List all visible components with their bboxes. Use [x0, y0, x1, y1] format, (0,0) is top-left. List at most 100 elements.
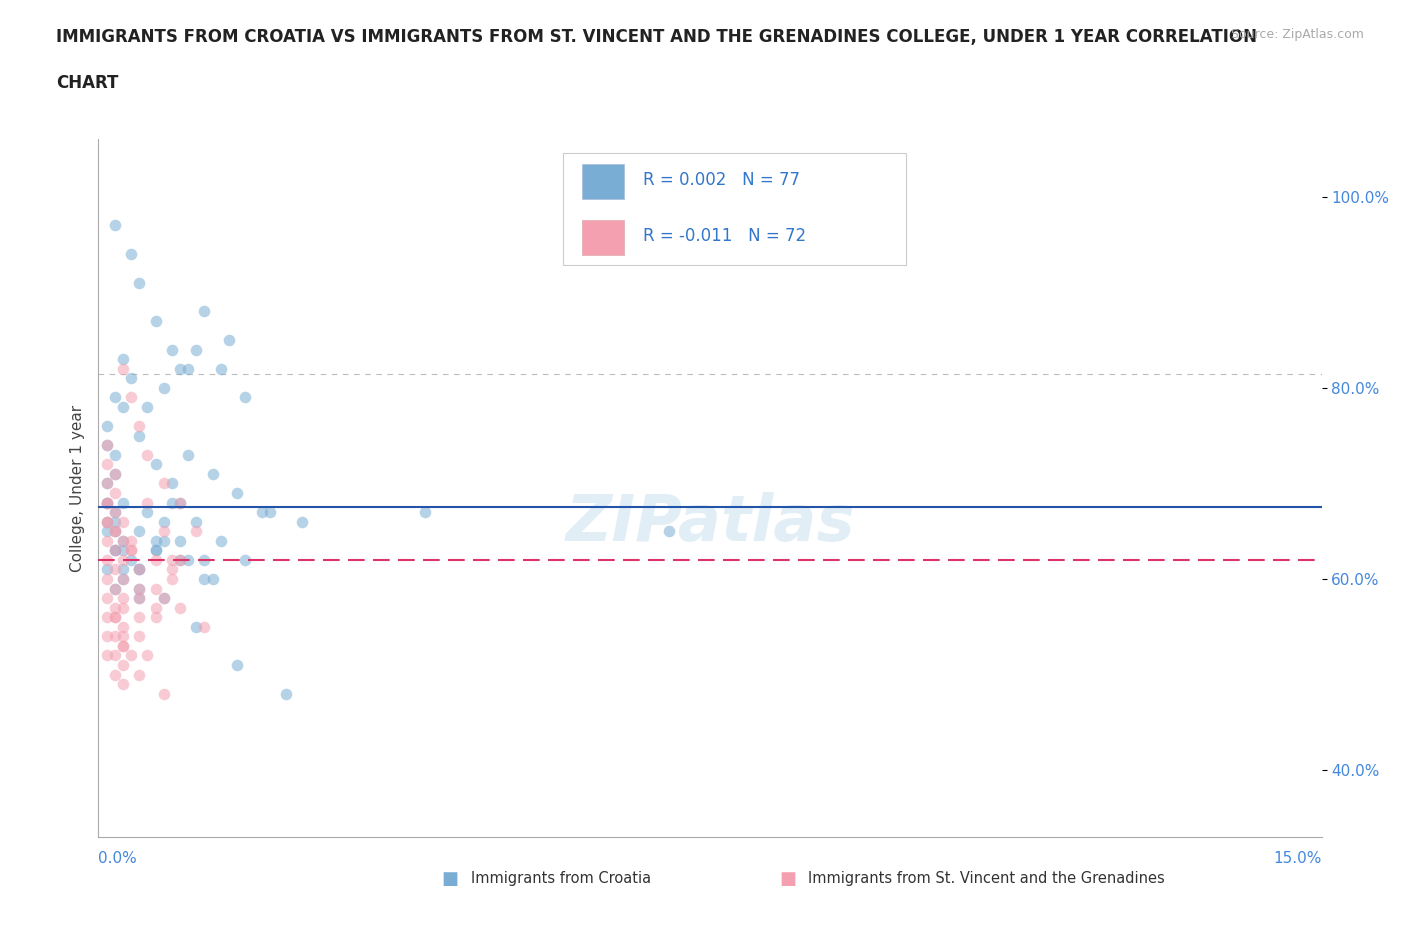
Point	[201, 467, 224, 482]
Point	[111, 572, 134, 587]
Point	[152, 476, 174, 491]
Point	[145, 610, 167, 625]
Point	[120, 390, 142, 405]
Point	[104, 390, 127, 405]
Point	[259, 505, 281, 520]
Point	[111, 495, 134, 510]
Point	[177, 552, 200, 567]
Point	[226, 658, 249, 672]
Point	[193, 552, 215, 567]
Point	[136, 648, 159, 663]
Point	[104, 629, 127, 644]
Text: 15.0%: 15.0%	[1274, 851, 1322, 866]
Text: ZIPatlas: ZIPatlas	[565, 492, 855, 554]
Point	[104, 543, 127, 558]
Point	[104, 505, 127, 520]
Point	[96, 534, 118, 549]
Point	[169, 600, 191, 615]
Point	[96, 495, 118, 510]
Point	[152, 534, 174, 549]
Point	[152, 524, 174, 538]
Point	[111, 619, 134, 634]
Point	[104, 667, 127, 682]
Point	[104, 514, 127, 529]
Point	[136, 505, 159, 520]
Point	[250, 505, 273, 520]
Point	[111, 514, 134, 529]
Point	[152, 686, 174, 701]
Point	[233, 390, 256, 405]
Point	[104, 524, 127, 538]
Point	[413, 505, 436, 520]
Point	[111, 658, 134, 672]
Point	[96, 572, 118, 587]
Y-axis label: College, Under 1 year: College, Under 1 year	[69, 405, 84, 572]
Point	[111, 400, 134, 415]
Point	[186, 342, 208, 357]
Point	[104, 524, 127, 538]
Point	[120, 543, 142, 558]
Point	[145, 313, 167, 328]
Point	[658, 524, 681, 538]
Point	[96, 524, 118, 538]
Point	[111, 677, 134, 692]
Point	[96, 610, 118, 625]
Point	[104, 218, 127, 232]
Point	[96, 418, 118, 433]
Point	[104, 610, 127, 625]
Point	[96, 438, 118, 453]
Point	[160, 572, 183, 587]
Point	[169, 552, 191, 567]
Point	[111, 591, 134, 605]
Point	[145, 457, 167, 472]
Point	[96, 514, 118, 529]
Point	[136, 495, 159, 510]
Point	[104, 600, 127, 615]
Point	[128, 428, 150, 443]
Point	[152, 591, 174, 605]
Point	[128, 610, 150, 625]
Point	[145, 552, 167, 567]
Point	[193, 304, 215, 319]
Point	[169, 362, 191, 377]
Point	[120, 552, 142, 567]
Point	[111, 572, 134, 587]
Point	[111, 552, 134, 567]
Point	[120, 648, 142, 663]
Point	[96, 552, 118, 567]
Point	[96, 495, 118, 510]
Text: ■: ■	[441, 870, 458, 888]
Point	[152, 514, 174, 529]
Point	[96, 476, 118, 491]
Point	[128, 562, 150, 577]
Point	[104, 467, 127, 482]
Point	[96, 514, 118, 529]
Point	[186, 619, 208, 634]
Point	[96, 629, 118, 644]
Bar	[582, 219, 624, 255]
Point	[169, 495, 191, 510]
Point	[96, 495, 118, 510]
Point	[104, 562, 127, 577]
Point	[209, 534, 232, 549]
Text: Immigrants from St. Vincent and the Grenadines: Immigrants from St. Vincent and the Gren…	[808, 871, 1166, 886]
Point	[128, 562, 150, 577]
Point	[136, 447, 159, 462]
Point	[169, 552, 191, 567]
Point	[104, 485, 127, 500]
Point	[128, 562, 150, 577]
Point	[128, 667, 150, 682]
Text: Immigrants from Croatia: Immigrants from Croatia	[471, 871, 651, 886]
Point	[128, 581, 150, 596]
Point	[145, 534, 167, 549]
Text: 0.0%: 0.0%	[98, 851, 138, 866]
Point	[111, 639, 134, 654]
Point	[111, 352, 134, 366]
Point	[96, 438, 118, 453]
Point	[274, 686, 297, 701]
Point	[96, 562, 118, 577]
Point	[218, 333, 240, 348]
Point	[160, 495, 183, 510]
Point	[104, 610, 127, 625]
Point	[96, 495, 118, 510]
